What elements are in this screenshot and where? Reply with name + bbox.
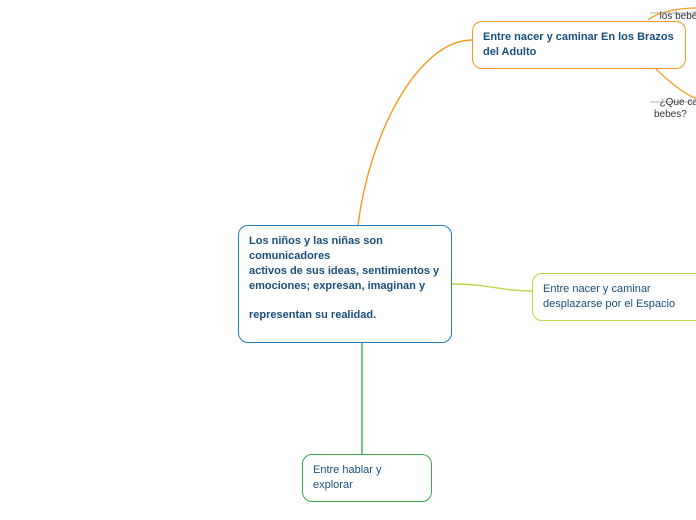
- center-node-text: Los niños y las niñas son comunicadoresa…: [249, 235, 439, 321]
- stub-text: los bebé: [660, 11, 696, 22]
- branch-node-label: Entre hablar y explorar: [313, 464, 381, 491]
- connector-line: [358, 40, 472, 225]
- center-node[interactable]: Los niños y las niñas son comunicadoresa…: [238, 225, 452, 343]
- branch-node-label: Entre nacer y caminar desplazarse por el…: [543, 283, 675, 310]
- stub-text: ¿Que cabebes?: [654, 97, 696, 120]
- offscreen-stub-top: los bebé: [654, 0, 696, 22]
- offscreen-stub-bottom: ¿Que cabebes?: [654, 85, 696, 121]
- connector-line: [452, 284, 532, 291]
- branch-node-label: Entre nacer y caminar En los Brazos del …: [483, 31, 674, 58]
- branch-node-hablar-explorar[interactable]: Entre hablar y explorar: [302, 454, 432, 502]
- branch-node-desplazarse-espacio[interactable]: Entre nacer y caminar desplazarse por el…: [532, 273, 696, 321]
- branch-node-brazos-adulto[interactable]: Entre nacer y caminar En los Brazos del …: [472, 21, 686, 69]
